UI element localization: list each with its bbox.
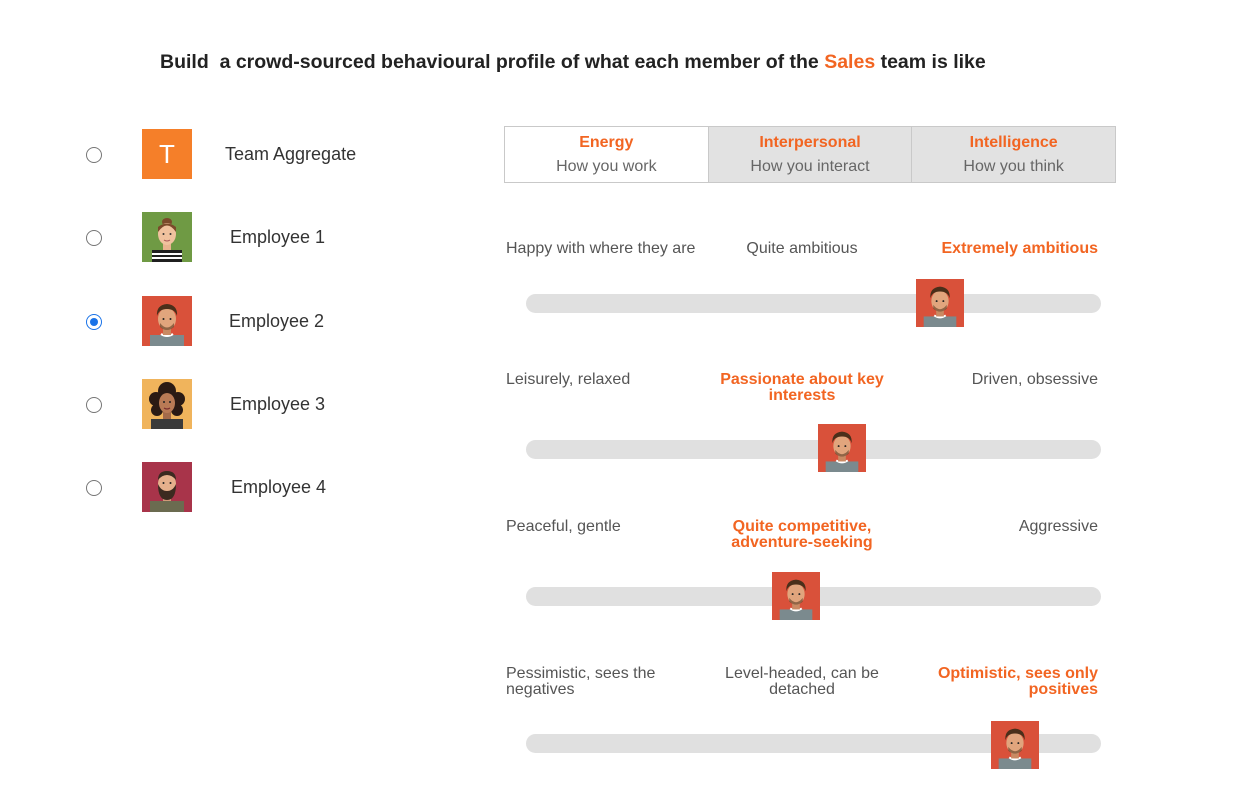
member-radio-selected[interactable] — [86, 314, 102, 330]
member-employee-2[interactable]: Employee 2 — [0, 296, 480, 348]
trait-label-mid[interactable]: Quite ambitious — [746, 240, 858, 257]
slider-track[interactable] — [526, 294, 1101, 313]
trait-label-right[interactable]: Aggressive — [1018, 518, 1098, 535]
trait-label-right[interactable]: Optimistic, sees only positives — [937, 665, 1098, 698]
member-radio[interactable] — [86, 147, 102, 163]
man-avatar-icon — [142, 296, 192, 346]
team-aggregate-tile: T — [142, 129, 192, 179]
member-list: T Team Aggregate Employee 1 — [0, 0, 480, 800]
slider-handle-avatar-icon[interactable] — [818, 424, 867, 472]
trait-outlook: Pessimistic, sees the negatives Level-he… — [504, 666, 1104, 800]
member-employee-3[interactable]: Employee 3 — [0, 379, 480, 431]
page-title: Build a crowd-sourced behavioural profil… — [160, 51, 986, 74]
trait-label-mid[interactable]: Level-headed, can be detached — [725, 665, 879, 698]
trait-label-right[interactable]: Driven, obsessive — [971, 371, 1098, 388]
slider-handle-avatar-icon[interactable] — [916, 279, 964, 327]
trait-label-left[interactable]: Peaceful, gentle — [506, 518, 621, 535]
tab-sublabel: How you work — [556, 158, 657, 175]
member-label: Team Aggregate — [225, 144, 357, 164]
member-label: Employee 3 — [230, 394, 326, 414]
tab-energy[interactable]: Energy How you work — [505, 127, 708, 182]
trait-drive: Leisurely, relaxed Passionate about key … — [504, 372, 1104, 512]
trait-label-left[interactable]: Pessimistic, sees the negatives — [506, 665, 656, 698]
title-suffix: team is like — [875, 51, 986, 73]
member-label: Employee 1 — [230, 227, 326, 247]
title-prefix: Build a crowd-sourced behavioural profil… — [160, 51, 825, 73]
trait-tabs: Energy How you work Interpersonal How yo… — [504, 126, 1116, 183]
tab-intelligence[interactable]: Intelligence How you think — [911, 127, 1116, 182]
member-employee-1[interactable]: Employee 1 — [0, 212, 480, 264]
slider-handle-avatar-icon[interactable] — [990, 721, 1039, 769]
tab-interpersonal[interactable]: Interpersonal How you interact — [707, 127, 912, 182]
trait-sliders: Happy with where they are Quite ambitiou… — [504, 0, 1104, 800]
member-radio[interactable] — [86, 230, 102, 246]
tab-label: Intelligence — [969, 134, 1058, 151]
member-label: Employee 4 — [231, 477, 327, 497]
tab-label: Interpersonal — [759, 134, 861, 151]
member-team-aggregate[interactable]: T Team Aggregate — [0, 129, 480, 181]
trait-competitiveness: Peaceful, gentle Quite competitive, adve… — [504, 519, 1104, 659]
member-radio[interactable] — [86, 397, 102, 413]
tab-label: Energy — [579, 134, 634, 151]
trait-label-mid[interactable]: Quite competitive, adventure-seeking — [731, 518, 873, 551]
member-label: Employee 2 — [229, 311, 325, 331]
trait-label-left[interactable]: Happy with where they are — [506, 240, 696, 257]
member-employee-4[interactable]: Employee 4 — [0, 462, 480, 514]
bearded-man-avatar-icon — [142, 462, 192, 512]
trait-label-mid[interactable]: Passionate about key interests — [720, 371, 884, 404]
trait-label-left[interactable]: Leisurely, relaxed — [506, 371, 631, 388]
woman-avatar-icon — [142, 212, 192, 262]
slider-handle-avatar-icon[interactable] — [772, 572, 821, 620]
slider-track[interactable] — [526, 440, 1101, 459]
member-radio[interactable] — [86, 480, 102, 496]
trait-label-right[interactable]: Extremely ambitious — [941, 240, 1099, 257]
tab-sublabel: How you think — [963, 158, 1064, 175]
tab-sublabel: How you interact — [750, 158, 870, 175]
trait-ambition: Happy with where they are Quite ambitiou… — [504, 241, 1104, 381]
slider-track[interactable] — [526, 734, 1101, 753]
woman-curly-avatar-icon — [142, 379, 192, 429]
team-name: Sales — [824, 51, 876, 73]
